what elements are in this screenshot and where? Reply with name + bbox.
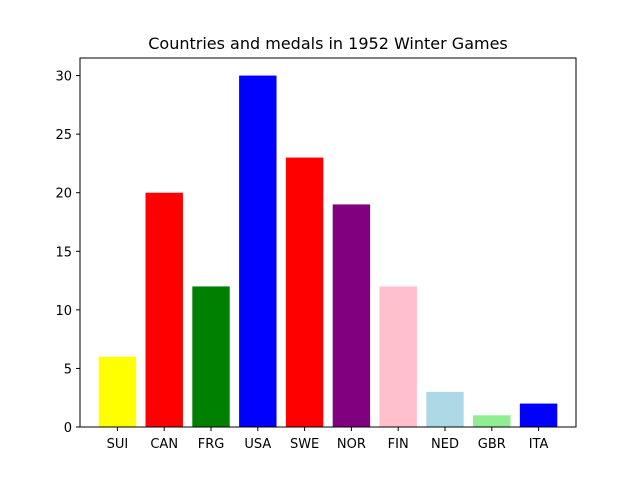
bars-group [98, 75, 558, 428]
bar-ned [426, 391, 464, 427]
y-tick-label-15: 15 [55, 245, 72, 260]
x-tick-label-nor: NOR [337, 437, 366, 452]
chart-title: Countries and medals in 1952 Winter Game… [148, 34, 508, 53]
x-tick-label-swe: SWE [290, 437, 319, 452]
plot-frame [79, 57, 577, 428]
bar-sui [98, 356, 137, 427]
x-axis: SUI CAN FRG USA SWE NOR FIN NED GBR ITA [107, 427, 549, 452]
bar-usa [239, 75, 277, 428]
y-tick-label-5: 5 [64, 362, 72, 377]
bar-ita [519, 403, 558, 427]
x-tick-label-ned: NED [431, 437, 459, 452]
x-tick-label-gbr: GBR [478, 437, 506, 452]
x-tick-label-ita: ITA [529, 437, 549, 452]
x-tick-label-sui: SUI [107, 437, 129, 452]
bar-gbr [473, 415, 511, 427]
y-tick-label-25: 25 [55, 128, 72, 143]
bar-swe [285, 157, 324, 428]
x-tick-label-can: CAN [150, 437, 178, 452]
x-tick-label-frg: FRG [198, 437, 225, 452]
bar-fin [379, 286, 417, 427]
bar-can [145, 192, 183, 427]
x-tick-label-usa: USA [244, 437, 271, 452]
y-axis: 0 5 10 15 20 25 30 [55, 70, 80, 436]
bar-frg [192, 286, 230, 427]
y-tick-label-30: 30 [55, 70, 72, 85]
bar-nor [332, 204, 371, 427]
y-tick-label-10: 10 [55, 304, 72, 319]
y-tick-label-0: 0 [64, 421, 72, 436]
x-tick-label-fin: FIN [388, 437, 409, 452]
y-tick-label-20: 20 [55, 187, 72, 202]
